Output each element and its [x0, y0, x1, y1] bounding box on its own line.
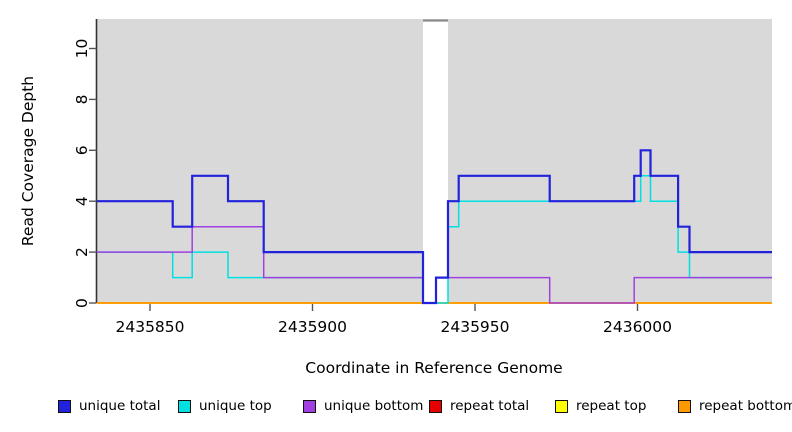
legend-label-repeat-bottom: repeat bottom: [699, 398, 792, 414]
legend-swatch-repeat-top: [555, 399, 568, 413]
x-axis-label: Coordinate in Reference Genome: [305, 359, 563, 377]
x-tick-label: 2435850: [115, 318, 184, 336]
legend-swatch-unique-top: [178, 399, 191, 413]
x-tick-label: 2435900: [278, 318, 347, 336]
legend-item-unique-total: unique total: [58, 398, 160, 414]
y-tick-label: 2: [73, 247, 91, 257]
legend-label-unique-total: unique total: [79, 398, 161, 414]
x-tick-label: 2436000: [603, 318, 672, 336]
masked-region-band: [423, 21, 448, 303]
masked-region-cap: [423, 19, 448, 22]
y-tick-label: 0: [73, 298, 91, 308]
x-tick-label: 2435950: [440, 318, 509, 336]
y-tick-label: 4: [73, 196, 91, 206]
legend-swatch-repeat-bottom: [678, 399, 691, 413]
legend-label-repeat-total: repeat total: [450, 398, 530, 414]
series-line-unique-total: [97, 149, 772, 305]
y-tick-label: 8: [73, 94, 91, 104]
y-tick-label: 6: [73, 145, 91, 155]
legend-swatch-repeat-total: [429, 399, 442, 413]
legend-label-unique-top: unique top: [199, 398, 272, 414]
legend-item-unique-bottom: unique bottom: [303, 398, 423, 414]
legend-item-repeat-bottom: repeat bottom: [678, 398, 792, 414]
y-axis-label: Read Coverage Depth: [19, 75, 37, 247]
legend-swatch-unique-total: [58, 399, 71, 413]
y-tick-label: 10: [73, 39, 91, 59]
legend-label-repeat-top: repeat top: [576, 398, 647, 414]
legend-item-repeat-top: repeat top: [555, 398, 646, 414]
legend-item-unique-top: unique top: [178, 398, 272, 414]
legend-item-repeat-total: repeat total: [429, 398, 529, 414]
legend-swatch-unique-bottom: [303, 399, 316, 413]
legend-label-unique-bottom: unique bottom: [324, 398, 424, 414]
